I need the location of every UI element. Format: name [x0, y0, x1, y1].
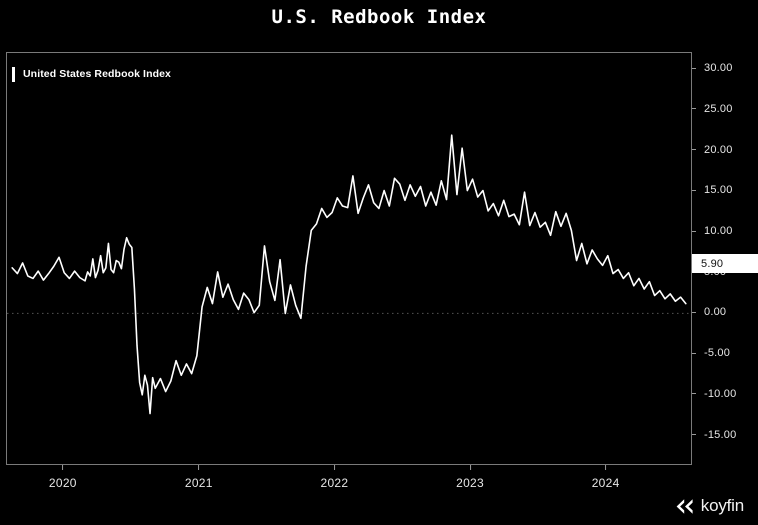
last-value-label: 5.90	[701, 257, 724, 270]
koyfin-wordmark: koyfin	[700, 496, 744, 515]
x-axis-tick: 2021	[185, 465, 213, 490]
x-axis-tick-label: 2022	[320, 476, 349, 490]
x-axis-tick: 2024	[592, 465, 620, 490]
y-axis-tick: 25.00	[692, 102, 733, 116]
y-axis-tick: 20.00	[692, 143, 733, 157]
y-axis-tick-label: 20.00	[704, 143, 733, 156]
x-axis-tick: 2022	[320, 465, 348, 490]
y-axis-tick: -15.00	[692, 428, 736, 442]
x-axis-tick-mark	[605, 465, 607, 470]
page-title: U.S. Redbook Index	[271, 6, 487, 28]
y-axis-tick-label: -10.00	[704, 387, 737, 400]
y-axis-tick-label: 15.00	[704, 184, 733, 197]
y-axis-tick: -10.00	[692, 387, 736, 401]
y-axis-tick-label: -5.00	[704, 347, 731, 360]
x-axis-tick-mark	[198, 465, 200, 470]
legend: United States Redbook Index	[6, 65, 171, 83]
y-axis-tick: 15.00	[692, 183, 733, 197]
x-axis-tick: 2023	[456, 465, 484, 490]
x-axis: 2020 2021 2022 2023 2024	[6, 465, 692, 495]
y-axis-tick-mark	[692, 393, 696, 395]
x-axis-tick-mark	[62, 465, 64, 470]
y-axis-tick-mark	[692, 352, 696, 354]
line-chart-svg	[7, 134, 691, 415]
plot-area[interactable]	[6, 52, 692, 465]
series-line-redbook-index	[11, 134, 687, 415]
y-axis-tick: 10.00	[692, 224, 733, 238]
legend-label: United States Redbook Index	[23, 68, 171, 80]
y-axis-tick-mark	[692, 67, 696, 69]
x-axis-tick-label: 2021	[184, 476, 213, 490]
y-axis-tick-label: 10.00	[704, 225, 733, 238]
x-axis-tick-label: 2024	[591, 476, 620, 490]
x-axis-tick-label: 2023	[456, 476, 484, 490]
x-axis-tick-label: 2020	[48, 476, 77, 490]
y-axis-tick-mark	[692, 230, 696, 232]
y-axis-tick-label: 25.00	[704, 102, 733, 115]
x-axis-tick-mark	[333, 465, 335, 470]
x-axis-tick: 2020	[49, 465, 77, 490]
y-axis-tick-mark	[692, 108, 696, 110]
y-axis-tick-mark	[692, 311, 696, 313]
last-value-badge: 5.90	[692, 254, 758, 274]
x-axis-tick-mark	[469, 465, 471, 470]
y-axis-tick-label: 30.00	[704, 62, 733, 75]
legend-color-marker	[12, 66, 15, 82]
y-axis-tick-label: -15.00	[704, 428, 737, 441]
koyfin-watermark: koyfin	[675, 495, 744, 517]
y-axis-tick: -5.00	[692, 346, 730, 360]
y-axis-tick-mark	[692, 434, 696, 435]
y-axis-tick-label: 0.00	[704, 306, 727, 319]
y-axis-tick: 0.00	[692, 305, 726, 319]
koyfin-chevron-logo-icon	[675, 498, 695, 515]
y-axis-tick-mark	[692, 149, 696, 151]
y-axis-tick-mark	[692, 189, 696, 191]
y-axis-tick: 30.00	[692, 61, 733, 75]
